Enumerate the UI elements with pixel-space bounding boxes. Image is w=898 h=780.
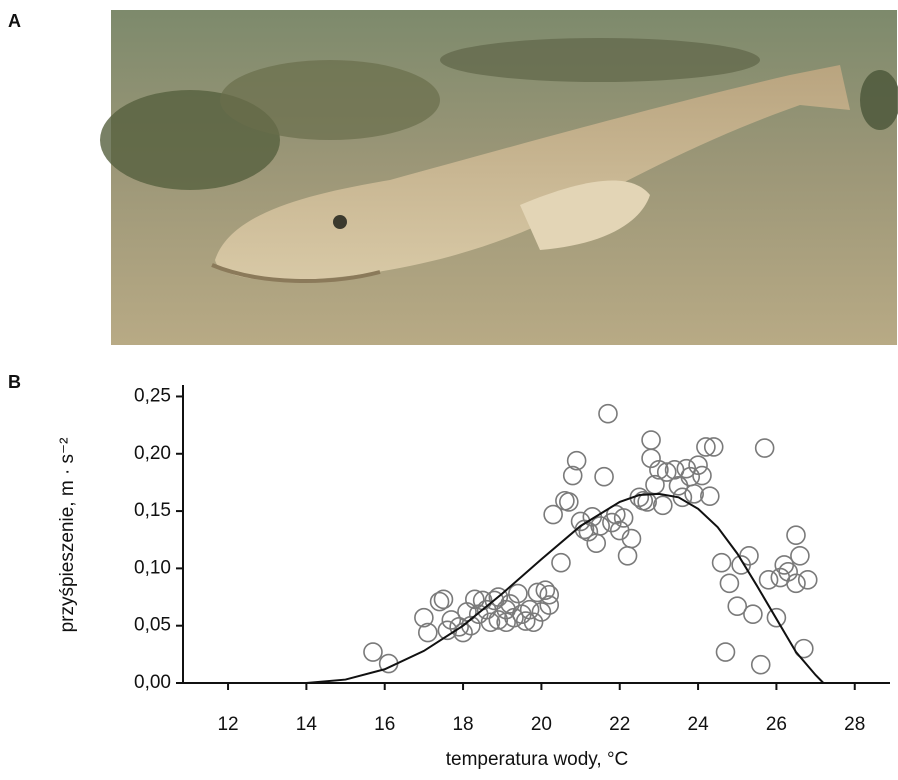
panel-label: A xyxy=(8,11,21,31)
y-tick-label: 0,05 xyxy=(134,615,171,636)
data-point xyxy=(756,439,774,457)
data-point xyxy=(595,468,613,486)
data-point xyxy=(799,571,817,589)
x-tick-label: 16 xyxy=(374,714,395,735)
data-point xyxy=(599,405,617,423)
x-tick-label: 20 xyxy=(531,714,552,735)
x-axis-title: temperatura wody, °C xyxy=(446,749,629,770)
data-point xyxy=(716,643,734,661)
x-tick-label: 18 xyxy=(452,714,473,735)
data-point xyxy=(654,496,672,514)
x-tick-label: 12 xyxy=(217,714,238,735)
y-axis-title: przyśpieszenie, m · s⁻² xyxy=(57,438,78,633)
data-point xyxy=(744,605,762,623)
x-tick-label: 14 xyxy=(296,714,318,735)
panel-label: B xyxy=(8,372,21,392)
y-tick-label: 0,20 xyxy=(134,443,171,464)
data-point xyxy=(791,547,809,565)
data-point xyxy=(364,643,382,661)
x-tick-label: 22 xyxy=(609,714,630,735)
data-point xyxy=(705,438,723,456)
figure: A B temperatura wody, °C przyśpieszenie,… xyxy=(0,0,898,775)
data-point xyxy=(642,431,660,449)
photo xyxy=(100,10,898,345)
y-tick-label: 0,10 xyxy=(134,557,171,578)
fit-line xyxy=(306,494,823,683)
y-tick-label: 0,15 xyxy=(134,500,171,521)
data-point xyxy=(760,571,778,589)
data-point xyxy=(752,656,770,674)
data-point xyxy=(693,467,711,485)
data-point xyxy=(697,438,715,456)
data-point xyxy=(619,547,637,565)
x-tick-label: 28 xyxy=(844,714,865,735)
data-point xyxy=(540,586,558,604)
y-tick-label: 0,00 xyxy=(134,672,171,693)
data-point xyxy=(552,554,570,572)
data-point xyxy=(720,574,738,592)
x-tick-label: 26 xyxy=(766,714,787,735)
data-point xyxy=(787,526,805,544)
data-point xyxy=(713,554,731,572)
y-tick-label: 0,25 xyxy=(134,385,171,406)
x-tick-label: 24 xyxy=(688,714,710,735)
